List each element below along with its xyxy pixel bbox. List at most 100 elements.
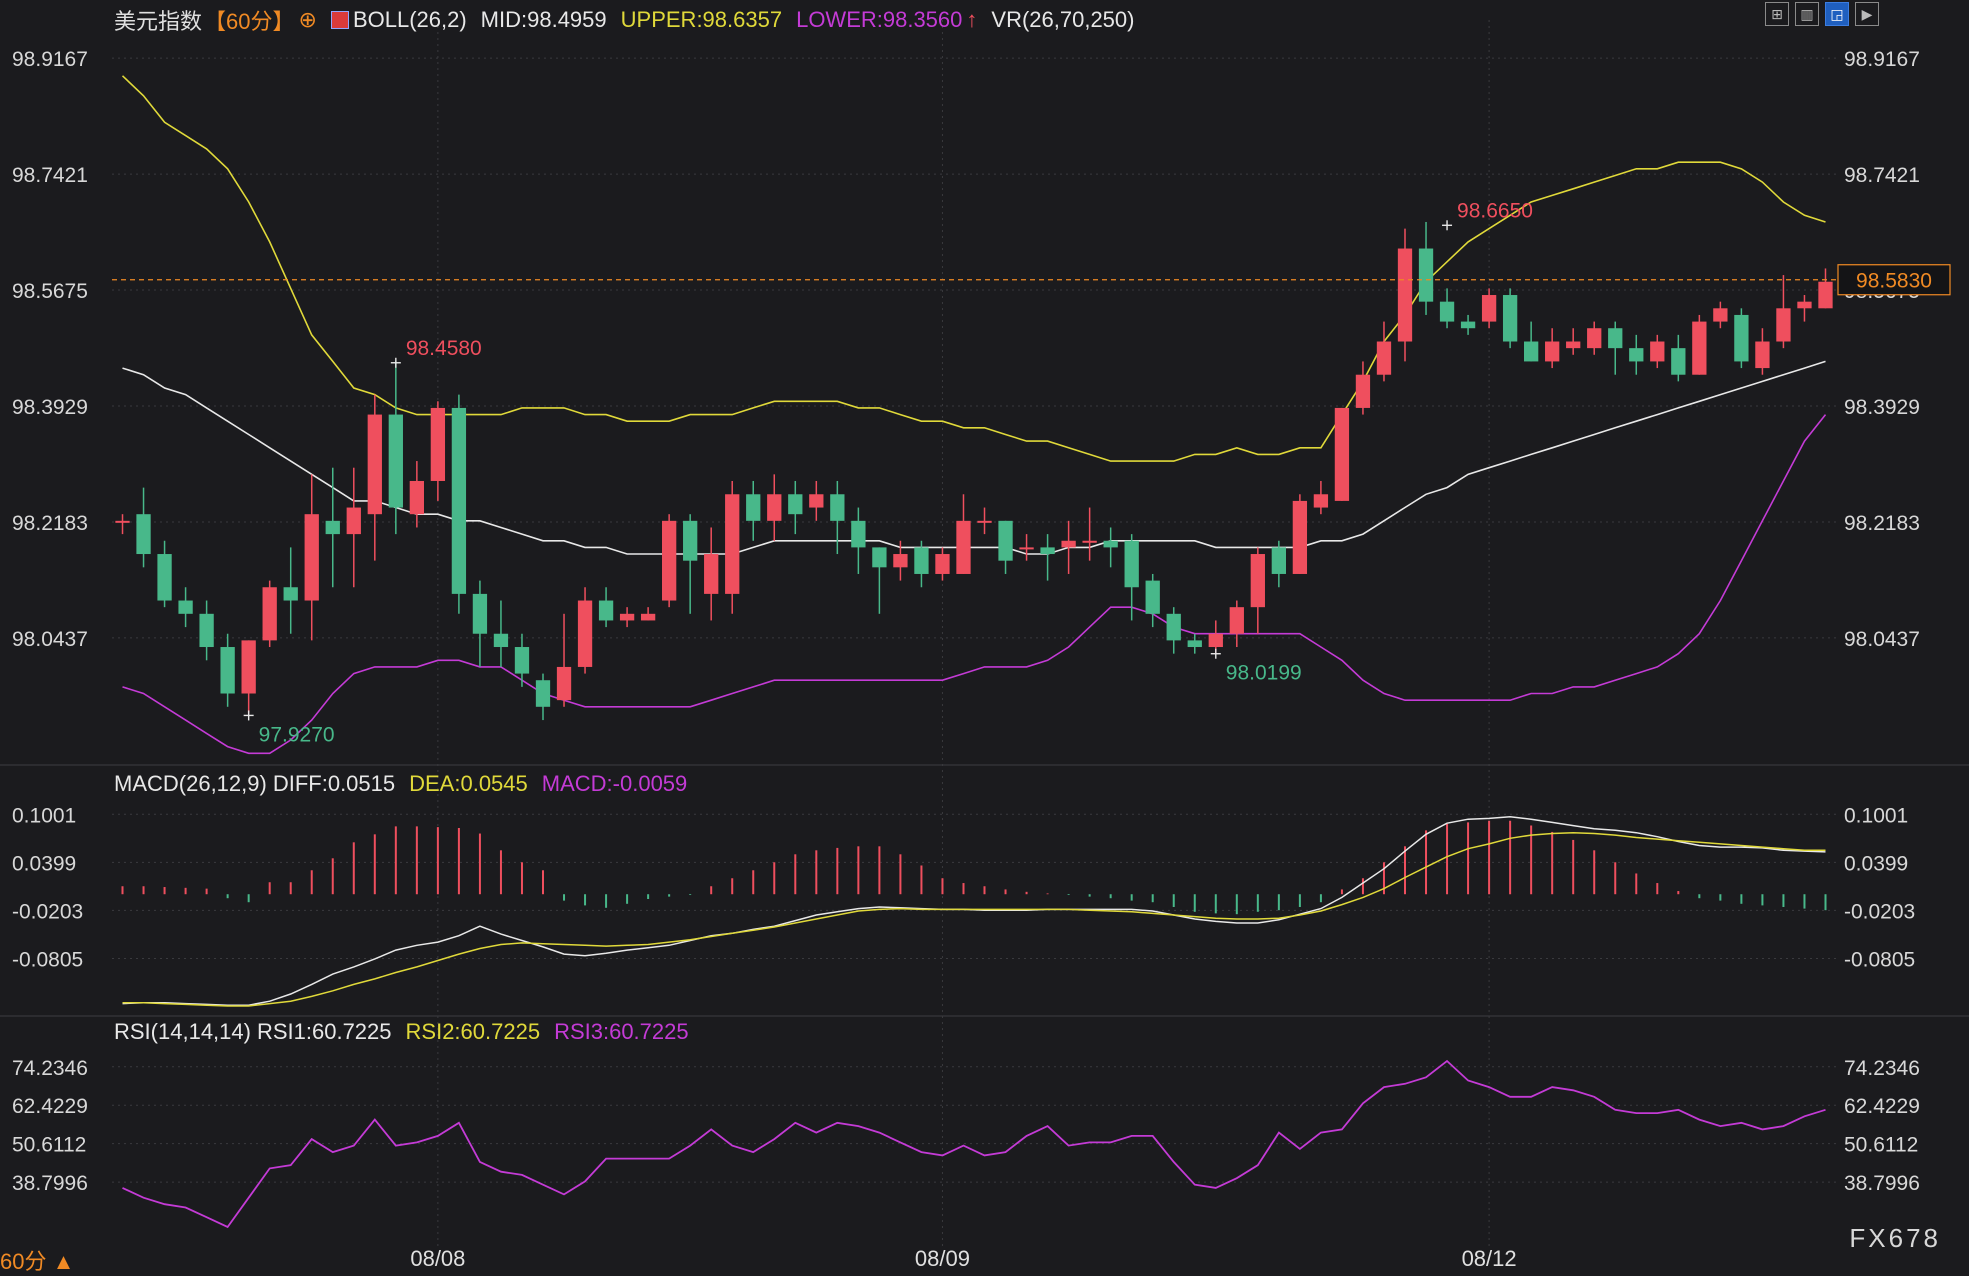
rsi3-value: RSI3:60.7225 [554, 1019, 689, 1044]
rsi2-value: RSI2:60.7225 [405, 1019, 541, 1044]
candle-body [1587, 328, 1602, 349]
split-view-icon[interactable]: ▥ [1795, 2, 1819, 26]
grid-view-icon[interactable]: ⊞ [1765, 2, 1789, 26]
candle-body [977, 520, 992, 523]
extreme-label: 98.4580 [406, 337, 482, 360]
candle-body [1650, 341, 1665, 362]
price-y-tick-left: 98.5675 [12, 280, 88, 303]
candle-body [767, 494, 782, 521]
price-y-tick-right: 98.7421 [1844, 164, 1920, 187]
candle-body [935, 554, 950, 574]
last-price-box [1837, 264, 1951, 296]
candle-body [262, 587, 277, 641]
candle-body [956, 520, 971, 574]
rsi-label: RSI(14,14,14) [114, 1019, 251, 1044]
candle-body [893, 554, 908, 568]
candle-body [346, 507, 361, 535]
candle-body [640, 613, 656, 621]
candle-body [1734, 314, 1749, 362]
candle-body [241, 640, 256, 694]
macd-y-tick-right: -0.0805 [1844, 948, 1915, 971]
macd-header: MACD(26,12,9) DIFF:0.0515 DEA:0.0545 MAC… [114, 771, 687, 797]
period-tag[interactable]: 【60分】 [204, 9, 295, 34]
rsi-y-tick-left: 50.6112 [12, 1134, 86, 1157]
expand-icon[interactable]: ▶ [1855, 2, 1879, 26]
candle-body [1082, 540, 1097, 543]
candle-body [304, 514, 319, 601]
candle-body [1755, 341, 1770, 369]
vr-arrow-icon: ↑ [966, 7, 978, 32]
period-selector[interactable]: 60分 ▲ [0, 1249, 75, 1274]
price-y-tick-left: 98.7421 [12, 164, 88, 187]
x-tick-label: 08/12 [1462, 1246, 1517, 1271]
price-y-tick-left: 98.0437 [12, 628, 88, 651]
candle-body [809, 494, 824, 508]
boll-upper-line [121, 75, 1826, 462]
x-tick-label: 08/08 [410, 1246, 465, 1271]
candle-body [1292, 500, 1308, 574]
candle-body [1313, 494, 1329, 508]
extreme-label: 98.0199 [1226, 662, 1302, 685]
candle-body [1713, 308, 1728, 322]
rsi-y-tick-right: 38.7996 [1844, 1172, 1920, 1195]
candle-body [1502, 295, 1518, 342]
macd-y-tick-left: -0.0805 [12, 948, 83, 971]
boll-label: BOLL(26,2) [352, 7, 467, 32]
boll-mid: MID:98.4959 [480, 7, 607, 32]
candle-body [409, 480, 425, 515]
candle-body [1250, 554, 1265, 608]
brand-logo: FX678 [1849, 1223, 1941, 1253]
last-price-label: 98.5830 [1856, 270, 1932, 293]
x-tick-label: 08/09 [915, 1246, 970, 1271]
macd-y-tick-left: 0.0399 [12, 852, 76, 875]
candle-body [388, 414, 403, 508]
crosshair-icon[interactable]: ⊕ [298, 7, 317, 32]
boll-upper: UPPER:98.6357 [620, 7, 783, 32]
candle-body [199, 613, 214, 648]
candle-body [998, 520, 1013, 561]
candle-body [556, 666, 572, 701]
chart-mode-icon[interactable]: ◲ [1825, 2, 1849, 26]
candle-body [577, 600, 593, 667]
candle-body [746, 494, 761, 521]
boll-lower-line [122, 414, 1827, 755]
instrument-title: 美元指数 [114, 9, 203, 34]
vr-label: VR(26,70,250) [991, 7, 1135, 32]
candle-body [1797, 301, 1812, 309]
macd-y-tick-right: 0.0399 [1844, 852, 1908, 875]
price-y-tick-left: 98.9167 [12, 48, 88, 71]
extreme-label: 98.6650 [1457, 199, 1533, 222]
candle-body [472, 593, 488, 634]
macd-y-tick-left: 0.1001 [12, 804, 76, 827]
toolbar: ⊞ ▥ ◲ ▶ [1765, 2, 1879, 26]
candle-body [1439, 301, 1455, 322]
candle-body [851, 520, 866, 548]
candle-body [683, 520, 698, 561]
candle-body [1187, 640, 1202, 648]
macd-label: MACD(26,12,9) [114, 771, 267, 796]
candle-body [514, 647, 530, 674]
candle-body [1481, 295, 1497, 322]
candle-body [1629, 348, 1644, 362]
candle-body [830, 494, 845, 521]
rsi-y-tick-right: 50.6112 [1844, 1134, 1918, 1157]
candle-body [914, 547, 929, 574]
macd-y-tick-left: -0.0203 [12, 900, 83, 923]
candle-body [1397, 248, 1413, 342]
candle-body [1523, 341, 1539, 362]
candle-body [1166, 613, 1181, 641]
boll-header: 美元指数 【60分】 ⊕ BOLL(26,2) MID:98.4959 UPPE… [114, 4, 1134, 36]
rsi-y-tick-left: 62.4229 [12, 1095, 88, 1118]
candle-body [661, 520, 677, 601]
candle-body [1334, 407, 1350, 501]
macd-dea: DEA:0.0545 [409, 771, 528, 796]
macd-diff-line [122, 816, 1826, 1006]
candle-body [1103, 540, 1118, 548]
price-y-tick-right: 98.3929 [1844, 396, 1920, 419]
rsi-y-tick-right: 74.2346 [1844, 1057, 1920, 1080]
rsi-line [122, 1059, 1826, 1229]
boll-icon [330, 11, 349, 29]
candle-body [725, 494, 740, 594]
boll-mid-line [122, 360, 1826, 555]
